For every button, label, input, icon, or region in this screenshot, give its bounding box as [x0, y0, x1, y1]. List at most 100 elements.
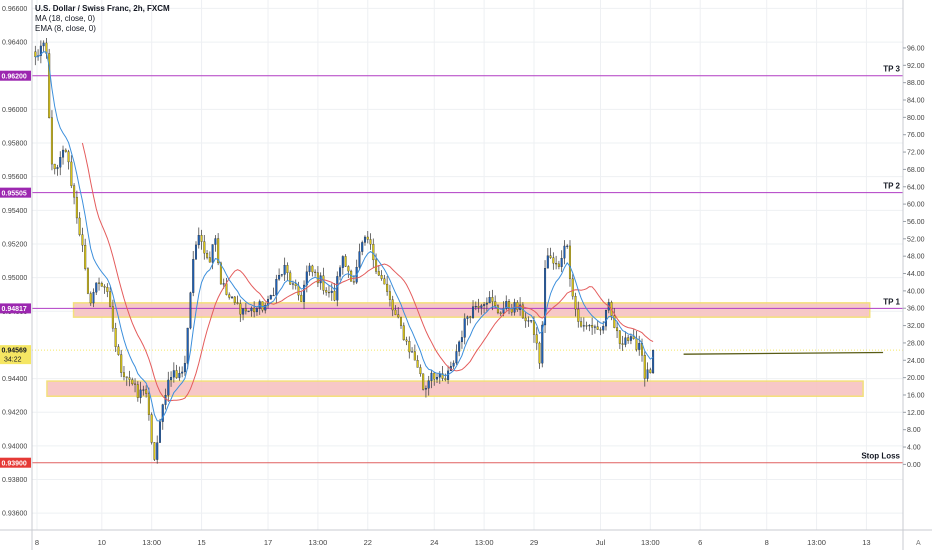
- candle[interactable]: [541, 321, 544, 368]
- candle[interactable]: [521, 302, 524, 319]
- candle[interactable]: [394, 305, 397, 316]
- candle[interactable]: [275, 274, 278, 303]
- candle[interactable]: [178, 366, 181, 381]
- candle[interactable]: [78, 212, 81, 237]
- candle[interactable]: [593, 324, 596, 334]
- candle[interactable]: [555, 255, 558, 270]
- ma-indicator-label[interactable]: MA (18, close, 0): [35, 14, 96, 23]
- candle[interactable]: [253, 301, 256, 318]
- candle[interactable]: [624, 331, 627, 348]
- candle[interactable]: [358, 243, 361, 271]
- candle[interactable]: [516, 300, 519, 312]
- candle[interactable]: [524, 312, 527, 328]
- candle[interactable]: [413, 344, 416, 361]
- candle[interactable]: [638, 335, 641, 356]
- candle[interactable]: [136, 381, 139, 402]
- candle[interactable]: [649, 367, 652, 374]
- candle[interactable]: [95, 282, 98, 296]
- candle[interactable]: [111, 299, 114, 332]
- candle[interactable]: [139, 381, 142, 404]
- candle[interactable]: [416, 355, 419, 368]
- candle[interactable]: [341, 255, 344, 275]
- candle[interactable]: [568, 240, 571, 287]
- candle[interactable]: [377, 265, 380, 276]
- candle[interactable]: [402, 322, 405, 341]
- candle[interactable]: [613, 307, 616, 329]
- candle[interactable]: [183, 355, 186, 376]
- candle[interactable]: [333, 283, 336, 302]
- candle[interactable]: [369, 233, 372, 250]
- candle[interactable]: [192, 251, 195, 297]
- candle[interactable]: [264, 302, 267, 314]
- candle[interactable]: [485, 297, 488, 312]
- candle[interactable]: [616, 322, 619, 338]
- candle[interactable]: [50, 110, 53, 171]
- candle[interactable]: [250, 306, 253, 317]
- candle[interactable]: [145, 385, 148, 398]
- candle[interactable]: [535, 327, 538, 350]
- candle[interactable]: [131, 377, 134, 386]
- candle[interactable]: [294, 279, 297, 290]
- candle[interactable]: [239, 299, 242, 322]
- candle[interactable]: [175, 364, 178, 379]
- time-axis[interactable]: 8 10 13:00 15 17 13:00 22 24 13:00 29 Jul 13:00 6 8 13…: [35, 538, 871, 547]
- candle[interactable]: [599, 327, 602, 336]
- candle[interactable]: [86, 267, 89, 295]
- candle[interactable]: [325, 287, 328, 296]
- candle[interactable]: [242, 308, 245, 321]
- candle[interactable]: [203, 234, 206, 260]
- candle[interactable]: [59, 151, 62, 176]
- candle[interactable]: [563, 240, 566, 265]
- candle[interactable]: [122, 366, 125, 381]
- candle[interactable]: [391, 295, 394, 317]
- candle[interactable]: [233, 296, 236, 306]
- candle[interactable]: [627, 334, 630, 344]
- candle[interactable]: [422, 373, 425, 391]
- candle[interactable]: [214, 235, 217, 252]
- candle[interactable]: [286, 262, 289, 281]
- candle[interactable]: [64, 148, 67, 153]
- candle[interactable]: [194, 241, 198, 260]
- candle[interactable]: [70, 155, 73, 189]
- candle[interactable]: [228, 292, 231, 300]
- right-scale-axis[interactable]: 96.00 92.00 88.00 84.00 80.00 76.00 72.00 68.00…: [903, 45, 925, 547]
- candle[interactable]: [474, 301, 477, 311]
- candle[interactable]: [75, 190, 78, 224]
- candle[interactable]: [53, 163, 56, 175]
- candle[interactable]: [472, 300, 475, 319]
- candle[interactable]: [566, 244, 569, 249]
- candle[interactable]: [300, 290, 303, 303]
- candle[interactable]: [89, 291, 92, 306]
- candle[interactable]: [117, 344, 120, 356]
- candle[interactable]: [433, 372, 436, 386]
- candle[interactable]: [361, 240, 364, 256]
- candle[interactable]: [466, 315, 469, 326]
- candle[interactable]: [181, 366, 184, 378]
- candle[interactable]: [319, 272, 322, 290]
- candle[interactable]: [172, 362, 175, 383]
- candle[interactable]: [366, 230, 369, 244]
- candle[interactable]: [538, 341, 541, 369]
- candle[interactable]: [646, 362, 649, 382]
- candle[interactable]: [469, 315, 472, 324]
- candle[interactable]: [427, 375, 430, 396]
- candle[interactable]: [247, 310, 250, 313]
- candle[interactable]: [311, 264, 314, 277]
- candle[interactable]: [463, 313, 466, 345]
- candle[interactable]: [344, 254, 347, 268]
- candle[interactable]: [588, 324, 591, 332]
- candle[interactable]: [411, 347, 414, 353]
- candle[interactable]: [48, 48, 51, 119]
- candle[interactable]: [280, 273, 283, 278]
- candle[interactable]: [56, 164, 59, 176]
- candle[interactable]: [643, 350, 646, 387]
- candle[interactable]: [167, 371, 170, 402]
- candle[interactable]: [388, 284, 391, 307]
- candle[interactable]: [436, 373, 439, 383]
- candle[interactable]: [571, 273, 574, 300]
- candle[interactable]: [618, 329, 621, 350]
- candle[interactable]: [582, 317, 585, 332]
- candle[interactable]: [596, 320, 599, 331]
- candle[interactable]: [405, 336, 408, 346]
- candle[interactable]: [327, 285, 330, 298]
